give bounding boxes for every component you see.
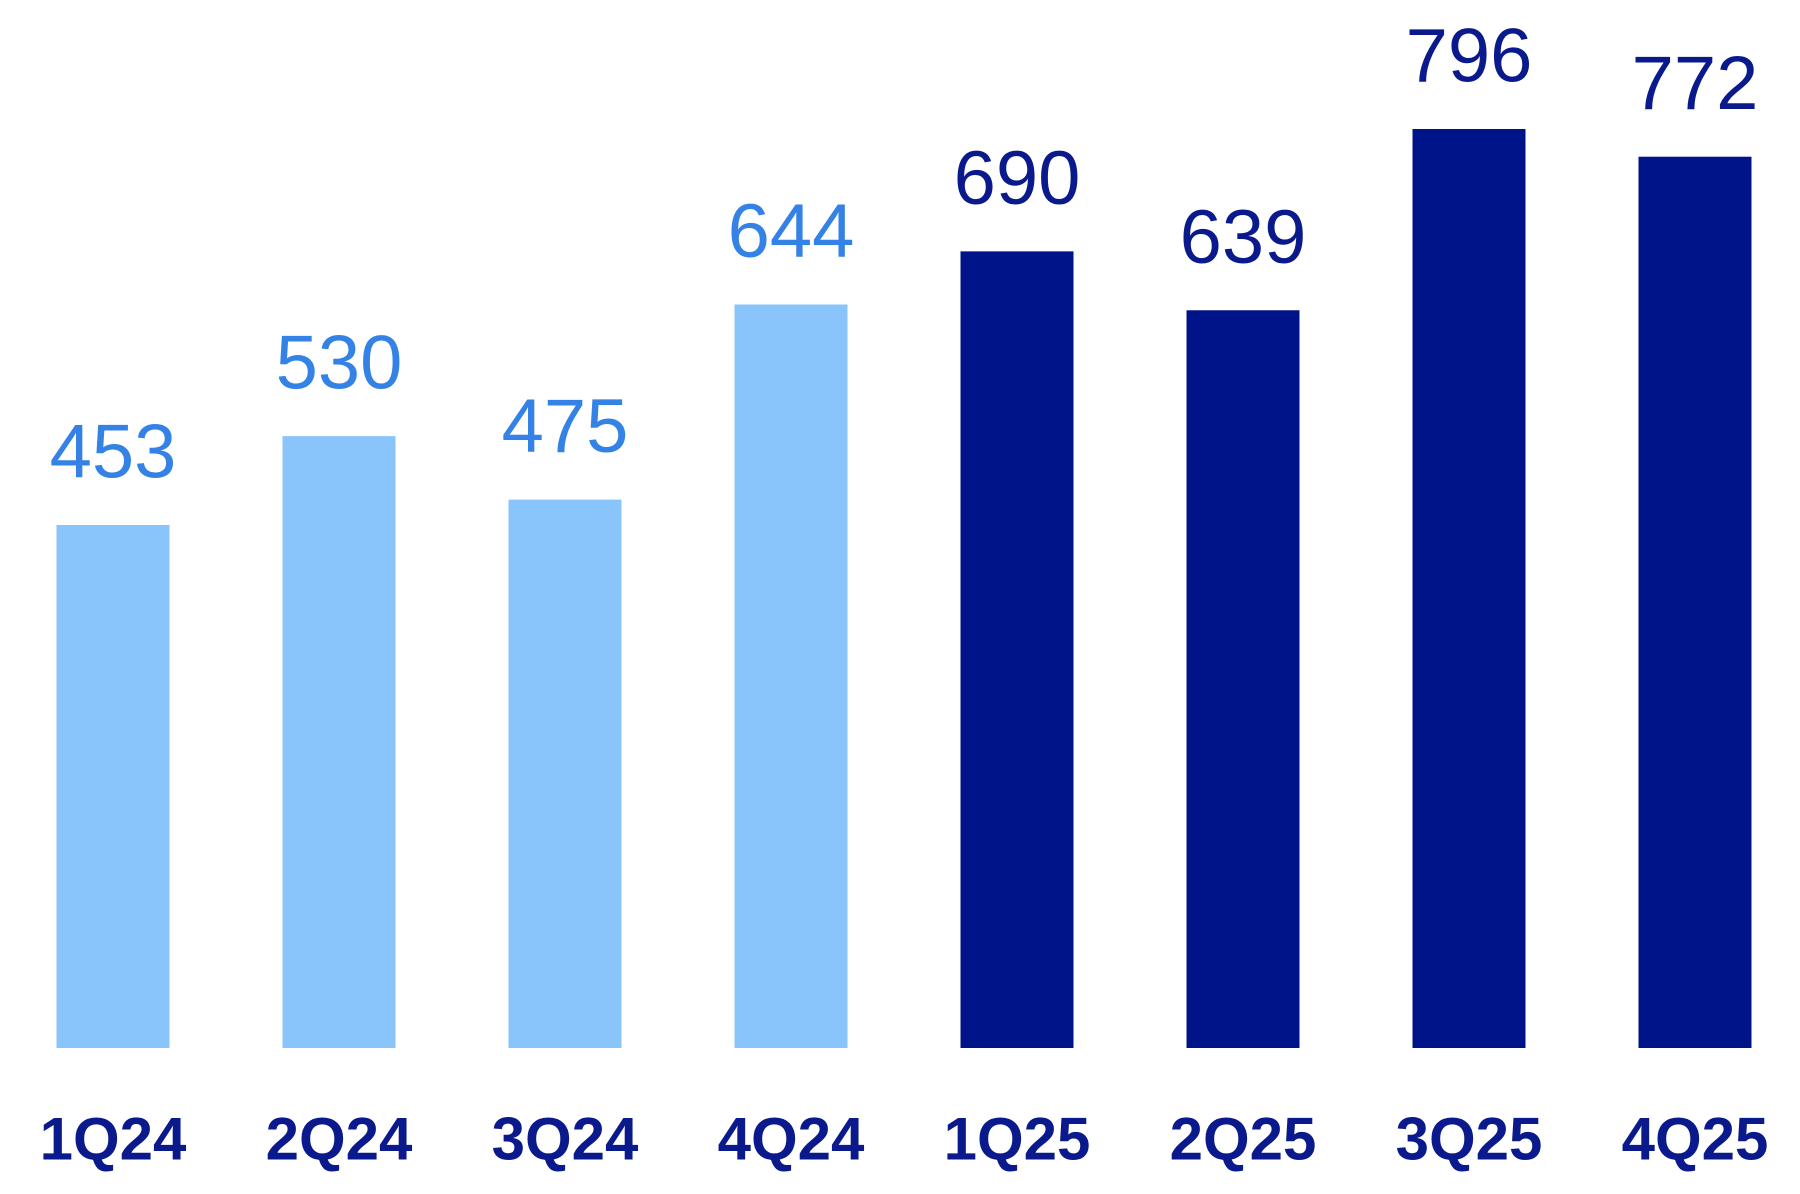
x-tick-label: 4Q24 [718,1106,865,1173]
value-label: 475 [502,384,629,469]
x-tick-label: 1Q25 [944,1106,1091,1173]
value-label: 690 [954,136,1081,221]
value-label: 639 [1180,195,1307,280]
value-label: 772 [1632,41,1759,126]
value-label: 530 [276,321,403,406]
bar [960,251,1074,1048]
value-label: 453 [50,410,177,495]
x-tick-label: 3Q24 [492,1106,639,1173]
x-tick-label: 2Q24 [266,1106,413,1173]
value-label: 796 [1406,14,1533,99]
bar [282,436,396,1048]
bar [56,525,170,1048]
bar [734,304,848,1048]
x-tick-label: 4Q25 [1622,1106,1769,1173]
bar [1638,156,1752,1048]
x-tick-label: 3Q25 [1396,1106,1543,1173]
x-tick-label: 1Q24 [40,1106,187,1173]
value-label: 644 [728,189,855,274]
bar [1186,310,1300,1049]
bar [1412,129,1526,1048]
x-tick-label: 2Q25 [1170,1106,1317,1173]
bar [508,499,622,1048]
